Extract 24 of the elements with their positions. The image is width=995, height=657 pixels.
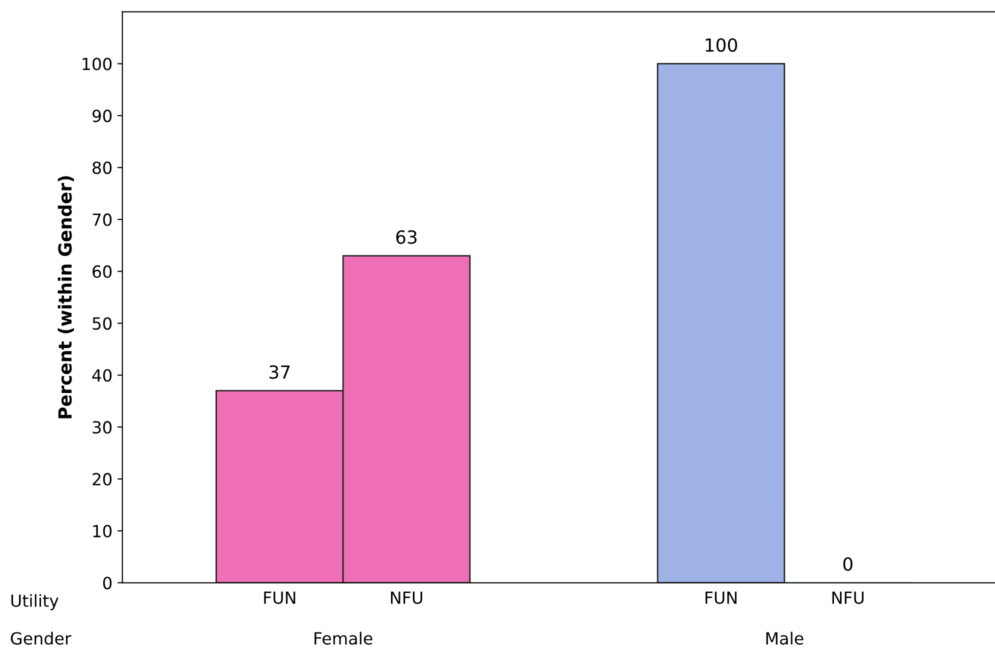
text: Male [766,632,804,645]
y-tick-label: 80 [92,161,112,174]
y-tick-label: 60 [92,265,112,278]
x-tick-label: NFU [391,592,422,604]
y-tick-label: 40 [92,369,112,382]
y-tick-label: 0 [103,576,112,590]
y-tick-label: 20 [92,472,112,486]
y-tick-label: 100 [82,58,112,70]
data-label: 63 [396,230,417,244]
data-label: 37 [270,365,290,379]
text: Gender [10,632,72,645]
y-tick-label: 30 [92,421,112,434]
y-tick-label: 50 [92,317,112,330]
data-label: 100 [706,38,738,52]
x-tick-label: NFU [832,592,864,604]
y-axis-title: Percent (within Gender) [58,176,74,418]
text: Utility [11,594,58,610]
y-tick-label: 10 [93,524,112,538]
text: Female [314,632,372,645]
x-tick-label: FUN [706,592,737,604]
y-tick-label: 70 [92,213,112,226]
x-tick-label: FUN [264,592,296,604]
y-tick-label: 90 [92,110,112,122]
data-label: 0 [843,557,852,571]
